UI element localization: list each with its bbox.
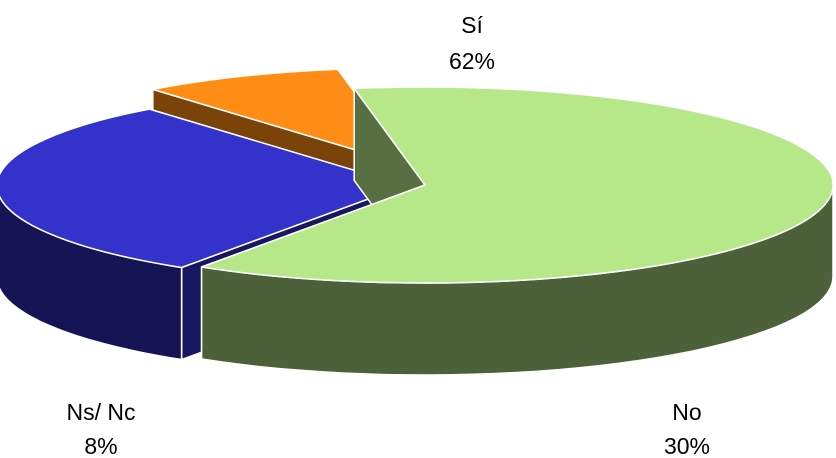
- slice-value-si: 62%: [449, 48, 495, 74]
- slice-si: [200, 86, 834, 376]
- slice-value-ns-nc: 8%: [84, 433, 117, 458]
- slice-label-ns-nc: Ns/ Nc: [67, 399, 136, 425]
- slice-si-top: [200, 86, 834, 284]
- slice-value-no: 30%: [664, 433, 710, 458]
- slice-ns-nc-top: [152, 68, 410, 167]
- pie-slices: [0, 68, 834, 376]
- slice-label-no: No: [672, 399, 701, 425]
- slice-no-top: [0, 108, 406, 269]
- slice-label-si: Sí: [461, 12, 483, 38]
